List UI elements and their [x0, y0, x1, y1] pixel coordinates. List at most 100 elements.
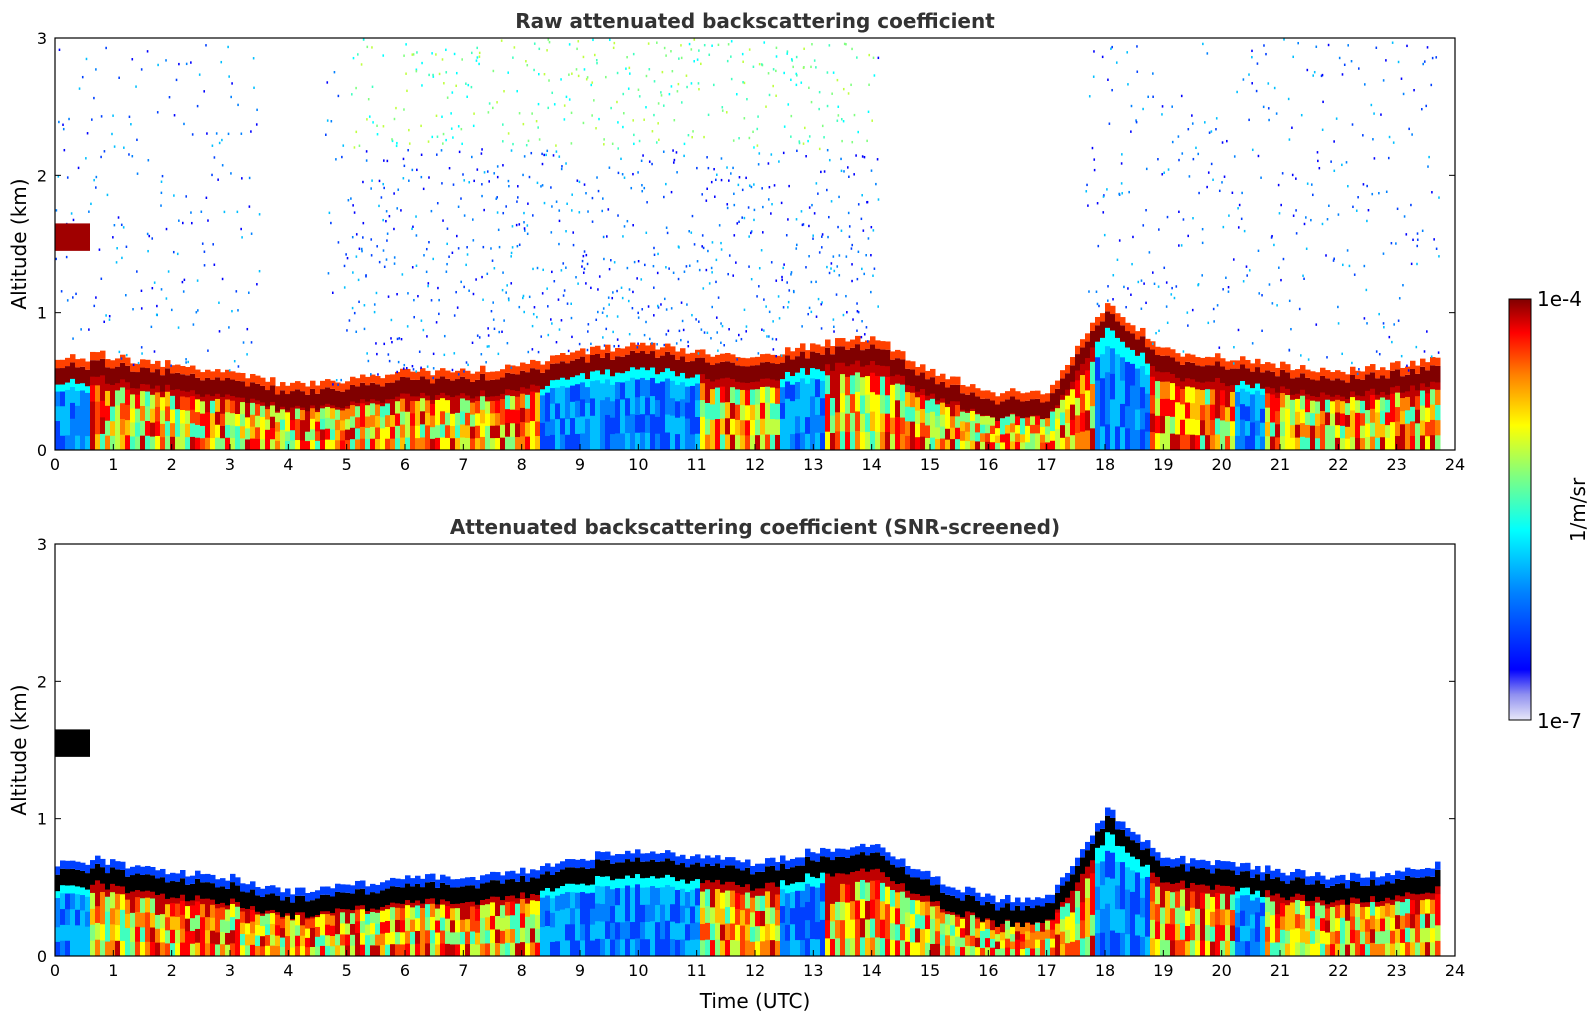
layer-fringe [1430, 357, 1436, 366]
noise-speckle [733, 203, 736, 207]
layer-fringe [395, 878, 401, 887]
heatmap-cell [575, 924, 581, 941]
heatmap-cell [830, 903, 836, 922]
noise-speckle [432, 367, 435, 370]
noise-speckle [470, 51, 473, 55]
noise-speckle [563, 104, 566, 107]
heatmap-cell [235, 906, 241, 920]
layer-top-band [425, 379, 431, 396]
heatmap-cell [100, 875, 106, 893]
heatmap-cell [1040, 418, 1046, 427]
heatmap-cell [975, 946, 981, 956]
heatmap-cell [1300, 436, 1306, 450]
heatmap-cell [1365, 436, 1371, 450]
heatmap-cell [490, 437, 496, 450]
noise-speckle [1215, 117, 1218, 120]
noise-speckle [68, 117, 70, 121]
layer-top-band [720, 361, 726, 379]
noise-speckle [720, 241, 722, 245]
heatmap-cell [540, 926, 546, 942]
heatmap-cell [150, 897, 156, 913]
heatmap-cell [985, 432, 991, 442]
heatmap-cell [695, 433, 701, 450]
heatmap-cell [975, 927, 981, 938]
heatmap-cell [500, 437, 506, 450]
heatmap-cell [310, 428, 316, 440]
layer-top-band [395, 886, 401, 904]
layer-top-band [210, 883, 216, 900]
layer-fringe [990, 392, 996, 401]
heatmap-cell [145, 435, 151, 450]
noise-speckle [715, 173, 718, 176]
layer-top-band [530, 368, 536, 385]
noise-speckle [1261, 294, 1263, 297]
heatmap-cell [1180, 403, 1186, 420]
noise-speckle [1223, 175, 1226, 178]
heatmap-cell [450, 401, 456, 414]
noise-speckle [1325, 254, 1327, 257]
noise-speckle [1232, 362, 1235, 365]
noise-speckle [792, 289, 795, 293]
heatmap-cell [1190, 402, 1196, 419]
noise-speckle [527, 139, 530, 143]
heatmap-cell [455, 412, 461, 426]
noise-speckle [660, 303, 662, 306]
heatmap-cell [790, 875, 796, 893]
noise-speckle [670, 190, 673, 194]
layer-fringe [215, 879, 221, 888]
heatmap-cell [535, 392, 541, 408]
layer-top-band [155, 369, 161, 386]
layer-top-band [825, 857, 831, 874]
heatmap-cell [300, 924, 306, 936]
noise-speckle [732, 166, 734, 170]
heatmap-cell [985, 441, 991, 450]
noise-speckle [393, 192, 395, 195]
noise-speckle [856, 329, 858, 332]
noise-speckle [585, 253, 588, 257]
noise-speckle [1322, 100, 1324, 104]
noise-speckle [120, 357, 123, 360]
heatmap-cell [770, 418, 776, 435]
noise-speckle [1206, 52, 1209, 55]
heatmap-cell [1385, 437, 1391, 450]
heatmap-cell [105, 911, 111, 927]
layer-top-band [860, 852, 866, 869]
heatmap-cell [1005, 424, 1011, 434]
noise-speckle [687, 344, 690, 348]
heatmap-cell [575, 416, 581, 434]
heatmap-cell [295, 914, 301, 926]
noise-speckle [370, 254, 373, 257]
layer-fringe [295, 887, 301, 896]
heatmap-cell [450, 919, 456, 933]
layer-top-band [120, 869, 126, 887]
heatmap-cell [255, 426, 261, 439]
heatmap-cell [825, 919, 831, 939]
layer-fringe [115, 358, 121, 367]
heatmap-cell [795, 923, 801, 941]
noise-speckle [1297, 41, 1299, 45]
heatmap-cell [625, 362, 631, 381]
layer-fringe [230, 873, 236, 883]
noise-speckle [543, 201, 546, 205]
heatmap-cell [575, 908, 581, 925]
layer-fringe [495, 872, 501, 881]
noise-speckle [1166, 321, 1169, 324]
heatmap-cell [355, 920, 361, 934]
heatmap-cell [670, 868, 676, 887]
heatmap-cell [265, 934, 271, 946]
layer-top-band [920, 879, 926, 896]
layer-top-band [1315, 380, 1321, 397]
heatmap-cell [675, 433, 681, 450]
layer-top-band [765, 361, 771, 379]
heatmap-cell [335, 933, 341, 946]
noise-speckle [66, 176, 69, 179]
heatmap-cell [285, 925, 291, 937]
heatmap-cell [1215, 401, 1221, 419]
noise-speckle [511, 225, 514, 228]
noise-speckle [1310, 218, 1312, 222]
heatmap-cell [80, 404, 86, 421]
heatmap-cell [815, 887, 821, 905]
noise-speckle [368, 115, 371, 118]
heatmap-cell [500, 904, 506, 919]
heatmap-cell [265, 418, 271, 430]
